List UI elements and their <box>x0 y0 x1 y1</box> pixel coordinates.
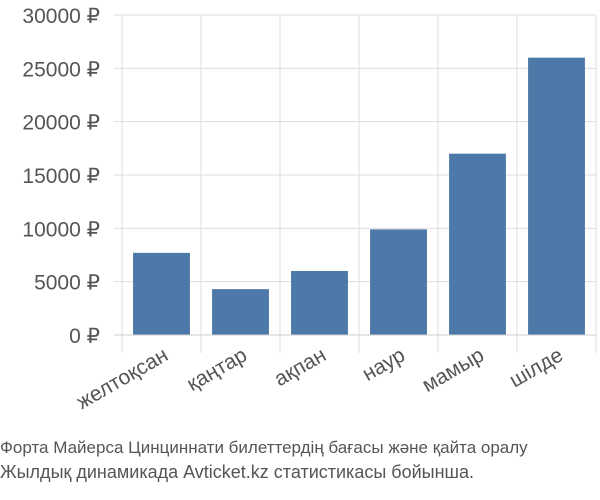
x-tick-label: наур <box>359 343 409 385</box>
x-tick-label: мамыр <box>418 343 488 397</box>
x-tick-label: желтоқсан <box>73 343 172 414</box>
grid <box>114 14 597 353</box>
bar <box>370 229 427 335</box>
chart-caption: Форта Майерса Цинциннати билеттердің бағ… <box>0 436 600 484</box>
x-tick-label: қаңтар <box>183 343 251 396</box>
y-tick-label: 20000 ₽ <box>22 112 100 135</box>
caption-line-2: Жылдық динамикада Avticket.kz статистика… <box>0 462 474 482</box>
y-tick-label: 5000 ₽ <box>34 272 100 295</box>
y-tick-labels: 0 ₽ 5000 ₽ 10000 ₽ 15000 ₽ 20000 ₽ 25000 ₽ 300… <box>22 5 100 348</box>
y-tick-label: 30000 ₽ <box>22 5 100 28</box>
y-tick-label: 0 ₽ <box>69 325 100 348</box>
x-tick-label: шілде <box>506 343 567 392</box>
y-tick-label: 10000 ₽ <box>22 218 100 241</box>
bar-chart: 0 ₽ 5000 ₽ 10000 ₽ 15000 ₽ 20000 ₽ 25000 ₽ 300… <box>22 5 597 414</box>
bar <box>133 252 190 335</box>
bar <box>212 289 269 335</box>
x-tick-labels: желтоқсан қаңтар ақпан наур мамыр шілде <box>73 343 567 414</box>
y-tick-label: 25000 ₽ <box>22 58 100 81</box>
caption-line-1: Форта Майерса Цинциннати билеттердің бағ… <box>0 438 528 457</box>
bar <box>449 153 506 335</box>
y-tick-label: 15000 ₽ <box>22 165 100 188</box>
bar <box>528 57 585 336</box>
bars <box>133 57 585 336</box>
bar <box>291 271 348 335</box>
x-tick-label: ақпан <box>270 343 330 391</box>
